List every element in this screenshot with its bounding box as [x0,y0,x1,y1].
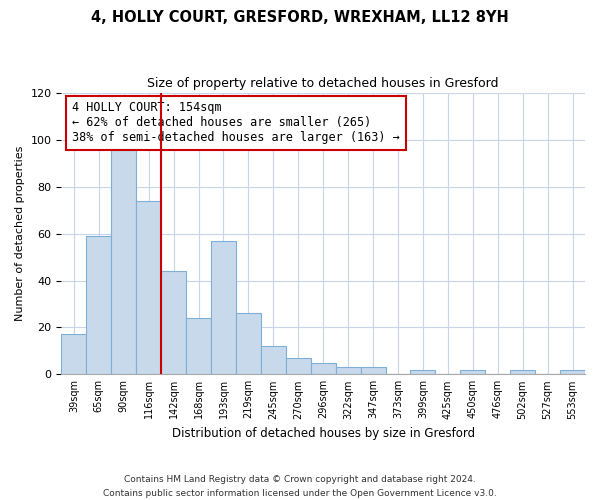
Bar [186,318,211,374]
Bar [410,370,436,374]
Bar [335,368,361,374]
Bar [286,358,311,374]
Text: 4 HOLLY COURT: 154sqm
← 62% of detached houses are smaller (265)
38% of semi-det: 4 HOLLY COURT: 154sqm ← 62% of detached … [72,102,400,144]
Bar [136,201,161,374]
Bar [560,370,585,374]
Bar [161,271,186,374]
Bar [211,240,236,374]
Bar [111,144,136,374]
Bar [86,236,111,374]
Bar [460,370,485,374]
Bar [510,370,535,374]
Title: Size of property relative to detached houses in Gresford: Size of property relative to detached ho… [148,78,499,90]
Bar [236,314,261,374]
Text: 4, HOLLY COURT, GRESFORD, WREXHAM, LL12 8YH: 4, HOLLY COURT, GRESFORD, WREXHAM, LL12 … [91,10,509,25]
Bar [311,362,335,374]
Text: Contains HM Land Registry data © Crown copyright and database right 2024.
Contai: Contains HM Land Registry data © Crown c… [103,476,497,498]
X-axis label: Distribution of detached houses by size in Gresford: Distribution of detached houses by size … [172,427,475,440]
Bar [361,368,386,374]
Bar [61,334,86,374]
Bar [261,346,286,374]
Y-axis label: Number of detached properties: Number of detached properties [15,146,25,322]
